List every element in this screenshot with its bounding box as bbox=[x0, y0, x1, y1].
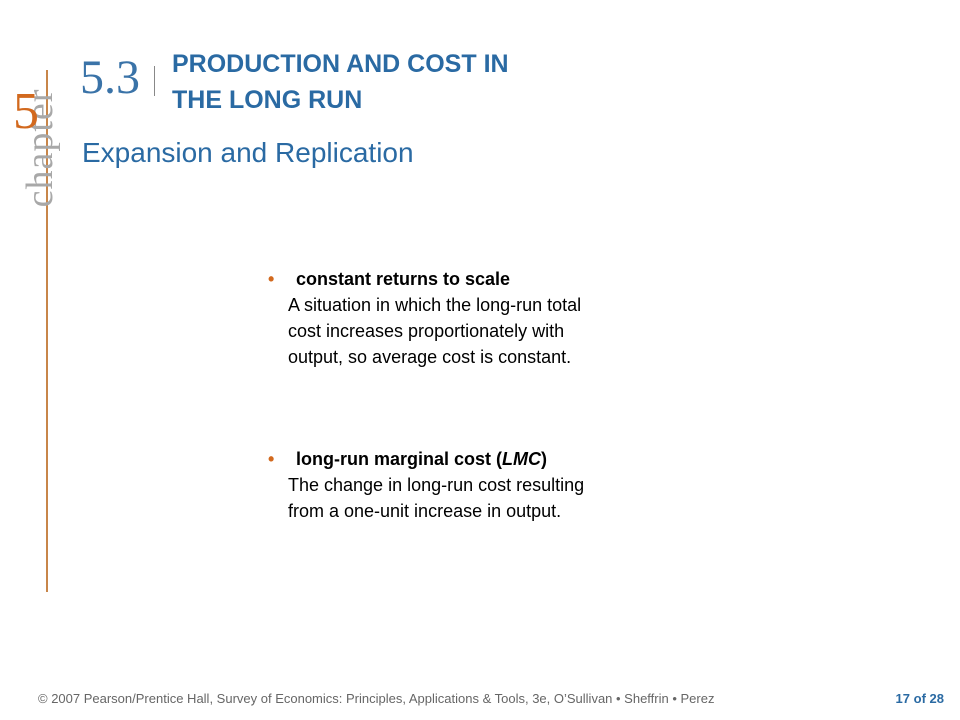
bullet-dot-icon: • bbox=[268, 269, 275, 289]
section-title: PRODUCTION AND COST IN THE LONG RUN bbox=[172, 46, 509, 118]
bullet-term-text: constant returns to scale bbox=[296, 269, 511, 289]
bullet-definition: The change in long-run cost resulting fr… bbox=[268, 472, 728, 524]
section-number: 5.3 bbox=[80, 51, 140, 104]
definition-line: cost increases proportionately with bbox=[288, 321, 565, 341]
bullet-definition: A situation in which the long-run total … bbox=[268, 292, 728, 370]
bullet-term-suffix: ) bbox=[541, 449, 548, 469]
bullet-term: • long-run marginal cost (LMC) bbox=[268, 446, 728, 472]
bullet-dot-icon: • bbox=[268, 449, 275, 469]
chapter-divider-line bbox=[46, 70, 48, 592]
definition-line: from a one-unit increase in output. bbox=[288, 501, 562, 521]
footer-copyright: © 2007 Pearson/Prentice Hall, Survey of … bbox=[38, 691, 715, 706]
page-indicator: 17 of 28 bbox=[896, 691, 944, 706]
section-title-line1: PRODUCTION AND COST IN bbox=[172, 50, 509, 78]
section-separator bbox=[154, 66, 155, 96]
section-title-line2: THE LONG RUN bbox=[172, 86, 363, 114]
bullet-item: • long-run marginal cost (LMC) The chang… bbox=[268, 446, 728, 524]
page-of: of bbox=[913, 691, 926, 706]
definition-line: output, so average cost is constant. bbox=[288, 347, 572, 367]
chapter-number: 5 bbox=[13, 83, 39, 140]
bullet-item: • constant returns to scale A situation … bbox=[268, 266, 728, 370]
page-total: 28 bbox=[929, 691, 944, 706]
definition-line: A situation in which the long-run total bbox=[288, 295, 582, 315]
definition-line: The change in long-run cost resulting bbox=[288, 475, 585, 495]
bullet-term-prefix: long-run marginal cost ( bbox=[296, 449, 503, 469]
page-current: 17 bbox=[895, 691, 910, 706]
bullet-term: • constant returns to scale bbox=[268, 266, 728, 292]
bullet-term-abbrev: LMC bbox=[502, 449, 542, 469]
slide-subtitle: Expansion and Replication bbox=[82, 137, 414, 168]
